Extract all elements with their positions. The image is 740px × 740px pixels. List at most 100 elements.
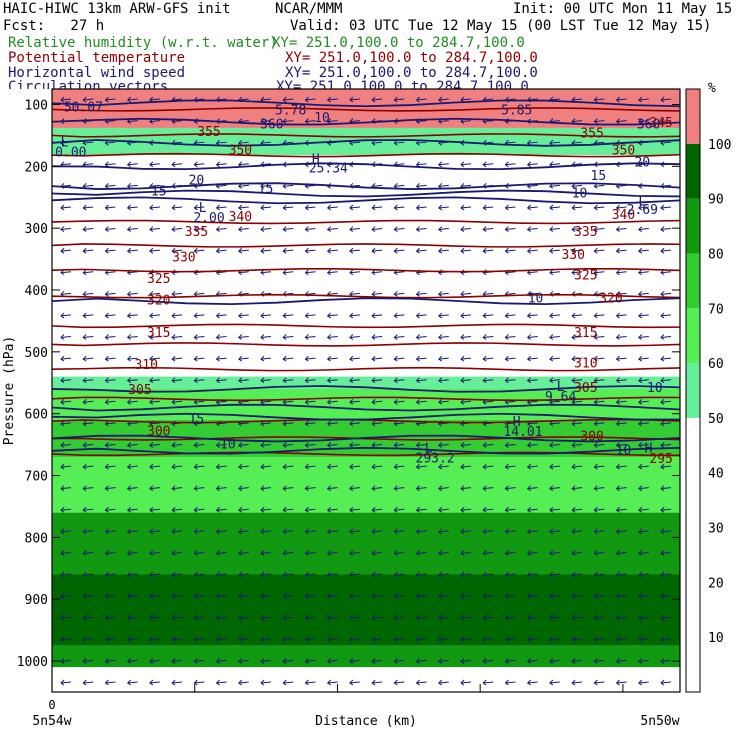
vector-arrow [593,571,605,578]
vector-arrow [526,96,538,103]
vector-arrow [149,118,160,125]
vector-arrow [660,247,672,254]
vector-arrow [526,506,538,513]
vector-arrow [415,290,427,297]
wind-contour-4 [51,182,681,190]
field-wind-name: Horizontal wind speed [8,65,186,81]
vector-arrow [171,463,183,470]
vector-arrow [526,139,538,146]
vector-arrow [149,204,160,211]
vector-arrow [482,269,494,276]
vector-arrow [282,312,294,319]
vector-arrow [193,420,205,427]
vector-arrow [282,118,294,125]
vector-arrow [126,312,138,319]
vector-arrow [526,377,538,384]
vector-arrow [193,312,205,319]
vector-arrow [593,377,605,384]
vector-arrow [349,679,360,686]
vector-arrow [260,463,272,470]
vector-arrow [415,247,427,254]
vector-arrow [60,571,72,578]
vector-arrow [193,658,205,664]
vector-arrow [326,377,338,384]
vector-arrow [615,571,627,578]
vector-arrow [171,355,183,362]
vector-arrow [149,226,160,232]
y-tick-label: 1000 [17,655,48,670]
vector-arrow [371,636,383,643]
vector-arrow [637,679,649,686]
vector-arrow [460,593,472,600]
vector-arrow [60,226,72,232]
vector-arrow [349,290,360,297]
vector-arrow [460,226,472,232]
theta-label: 325 [574,269,597,284]
vector-arrow [193,247,205,254]
vector-arrow [660,593,672,600]
field-rh-xy: XY= 251.0,100.0 to 284.7,100.0 [272,35,525,51]
wind-contour-6 [51,196,681,205]
vector-arrow [304,571,316,578]
vector-arrow [282,377,294,384]
x-axis: 0 5n54w 5n50w Distance (km) [32,684,680,729]
vector-arrow [60,139,72,146]
vector-arrow [104,398,116,405]
vector-arrow [82,290,94,297]
vector-arrow [237,398,249,405]
vector-arrow [482,550,494,556]
vector-arrow [82,398,94,405]
vector-arrow [504,355,516,362]
vector-arrow [60,118,72,125]
wind-contour-layer [51,99,681,455]
vector-arrow [326,528,338,535]
vector-arrow [349,204,360,211]
vector-arrow [637,485,649,492]
vector-arrow [260,485,272,492]
vector-arrow [171,269,183,276]
vector-arrow [637,312,649,319]
vector-arrow [82,506,94,513]
vector-arrow [260,96,272,103]
vector-arrow [437,571,449,578]
vector-arrow [326,226,338,232]
vector-arrow [660,355,672,362]
vector-arrow [149,161,160,168]
vector-arrow [149,247,160,254]
extremum-label: 50.07 [64,100,103,115]
vector-arrow [326,161,338,168]
vector-arrow [149,312,160,319]
vector-arrow [326,247,338,254]
vector-arrow [237,463,249,470]
vector-arrow [104,334,116,340]
vector-arrow [82,679,94,686]
vector-arrow [593,636,605,643]
vector-arrow [482,485,494,492]
vector-arrow [437,377,449,384]
theta-contour-11 [51,418,681,424]
vector-arrow [193,463,205,470]
vector-arrow [415,269,427,276]
vector-arrow [571,571,583,578]
vector-arrow [282,139,294,146]
vector-arrow [549,96,560,103]
rh-band-6 [52,456,680,513]
vector-arrow [393,96,405,103]
vector-arrow [615,290,627,297]
vector-arrow [371,485,383,492]
vector-arrow [437,118,449,125]
vector-arrow [349,571,360,578]
vector-arrow [171,658,183,664]
colorbar-tick-label: 70 [708,302,724,317]
vector-arrow [149,593,160,600]
theta-contour-1 [51,133,681,138]
vector-arrow [415,312,427,319]
vector-arrow [260,593,272,600]
vector-arrow [660,614,672,621]
vector-arrow [415,139,427,146]
colorbar-tick-label: 60 [708,357,724,372]
theta-contour-2 [51,152,681,158]
vector-arrow [260,550,272,556]
vector-arrow [415,528,427,535]
